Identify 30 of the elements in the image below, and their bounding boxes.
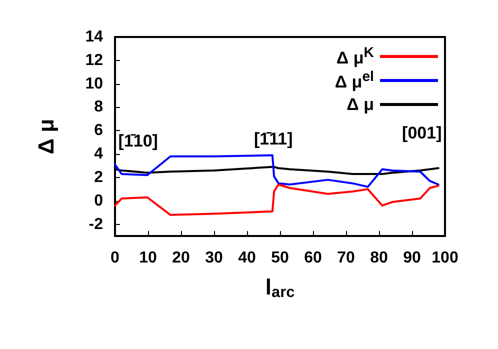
- x-tick-label: 90: [403, 250, 421, 266]
- legend-label: Δ μ$^{el}$: [334, 69, 374, 92]
- line-series: [114, 166, 440, 175]
- x-tick-label: 50: [271, 250, 289, 266]
- y-tick-label: 10: [85, 75, 104, 92]
- y-tick-label: 2: [94, 168, 104, 186]
- x-tick-label: 60: [304, 250, 322, 266]
- annotation: [1̄11]: [254, 129, 293, 148]
- x-tick-label: 10: [139, 250, 157, 266]
- line-series: [114, 154, 440, 188]
- y-tick-label: 6: [94, 122, 104, 140]
- y-tick-label: 14: [85, 28, 104, 46]
- x-tick-label: 80: [370, 250, 388, 266]
- x-tick-label: 100: [432, 250, 458, 266]
- line-series: [114, 183, 440, 216]
- x-tick-label: 40: [238, 250, 256, 266]
- y-tick-label: 12: [85, 52, 104, 69]
- y-tick-label: -2: [88, 216, 104, 233]
- legend-label: Δ μ: [346, 94, 374, 114]
- x-tick-label: 30: [205, 250, 223, 266]
- y-tick-label: 8: [94, 98, 104, 116]
- legend-label: Δ μ$^{K}$: [336, 45, 374, 68]
- y-tick-label: 0: [94, 192, 104, 210]
- y-tick-label: 4: [94, 146, 104, 163]
- x-tick-label: 0: [110, 250, 120, 266]
- x-tick-label: 70: [337, 250, 355, 266]
- annotation: [001]: [402, 123, 442, 142]
- x-tick-label: 20: [172, 250, 190, 266]
- y-axis-title: Δ μ: [34, 118, 58, 154]
- annotation: [1̄10]: [118, 132, 158, 151]
